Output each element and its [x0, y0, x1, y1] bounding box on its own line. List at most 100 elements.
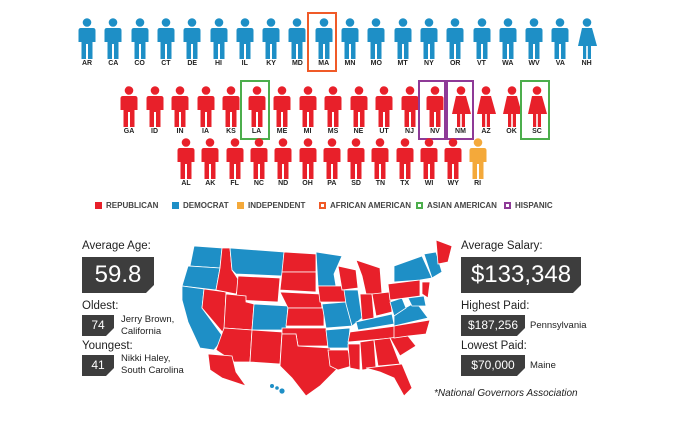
governor-figure-nm: NM: [443, 80, 474, 142]
governor-figure-ca: CA: [102, 18, 124, 74]
governor-figure-sd: SD: [345, 138, 367, 194]
governor-figure-ia: IA: [195, 86, 217, 142]
governor-figure-az: AZ: [475, 86, 497, 142]
highlight-box-asian-american: [520, 80, 550, 140]
state-label: RI: [474, 180, 482, 187]
map-florida: [365, 363, 413, 397]
state-label: ME: [276, 128, 288, 135]
map-minnesota: [315, 251, 343, 287]
male-person-icon: [248, 86, 265, 127]
male-person-icon: [177, 138, 195, 179]
male-person-icon: [371, 138, 389, 179]
legend-label: DEMOCRAT: [183, 201, 229, 210]
male-person-icon: [375, 86, 393, 127]
governor-figures: AR CA CO CT DE HI IL KY MD MA MN MO MT NY OR VT WA WV VA NH…: [0, 0, 673, 195]
male-person-icon: [197, 86, 214, 127]
female-person-icon: [577, 18, 597, 59]
map-wisconsin: [337, 265, 359, 291]
average-salary-box: $133,348: [461, 257, 581, 293]
oldest-label: Oldest:: [82, 300, 119, 312]
governor-figure-wy: WY: [442, 138, 464, 194]
male-person-icon: [146, 86, 163, 127]
governor-figure-mo: MO: [365, 18, 387, 74]
state-label: OR: [449, 60, 461, 67]
state-label: TN: [375, 180, 386, 187]
female-person-icon: [502, 86, 522, 127]
state-label: IL: [241, 60, 248, 67]
state-label: VA: [555, 60, 565, 67]
highlight-box-asian-american: [239, 80, 270, 140]
us-map: [181, 239, 453, 397]
legend-swatch: [237, 202, 244, 209]
governor-figure-mn: MN: [339, 18, 361, 74]
governor-figure-nj: NJ: [399, 86, 421, 142]
legend: REPUBLICAN DEMOCRAT INDEPENDENT AFRICAN AME…: [95, 201, 575, 213]
governor-figure-ma: MA: [306, 12, 337, 74]
male-person-icon: [299, 138, 316, 179]
map-kansas: [285, 307, 325, 327]
legend-label: INDEPENDENT: [248, 201, 306, 210]
state-label: MT: [397, 60, 408, 67]
governor-figure-nh: NH: [576, 18, 598, 74]
map-montana: [229, 247, 285, 277]
legend-swatch: [319, 202, 326, 209]
female-person-icon: [451, 86, 471, 127]
governor-figure-mi: MI: [297, 86, 319, 142]
highest-paid-label: Highest Paid:: [461, 300, 530, 312]
map-pennsylvania: [387, 279, 421, 301]
legend-swatch: [172, 202, 179, 209]
state-label: NJ: [405, 128, 414, 135]
male-person-icon: [299, 86, 316, 127]
legend-item-hispanic: HISPANIC: [504, 201, 553, 211]
legend-label: ASIAN AMERICAN: [427, 201, 497, 210]
legend-swatch: [504, 202, 511, 209]
male-person-icon: [551, 18, 569, 59]
legend-label: HISPANIC: [515, 201, 553, 210]
governor-figure-ak: AK: [199, 138, 221, 194]
state-label: CT: [161, 60, 171, 67]
legend-item-independent: INDEPENDENT: [237, 201, 305, 211]
map-maine: [435, 239, 453, 265]
state-label: AK: [205, 180, 216, 187]
state-label: WI: [424, 180, 434, 187]
male-person-icon: [226, 138, 244, 179]
state-label: LA: [251, 128, 262, 135]
governor-figure-ut: UT: [373, 86, 395, 142]
legend-item-african-american: AFRICAN AMERICAN: [319, 201, 411, 211]
map-new-jersey: [421, 281, 431, 299]
lowest-paid-value: $70,000: [471, 358, 515, 372]
oldest-name: Jerry Brown, California: [121, 314, 175, 337]
state-label: NV: [430, 128, 440, 135]
map-north-dakota: [281, 251, 317, 273]
map-indiana: [359, 293, 375, 321]
average-salary-label: Average Salary:: [461, 240, 543, 252]
governor-figure-nc: NC: [248, 138, 270, 194]
legend-swatch: [95, 202, 102, 209]
legend-item-asian-american: ASIAN AMERICAN: [416, 201, 497, 211]
map-louisiana: [327, 349, 353, 371]
map-alaska: [207, 353, 248, 387]
male-person-icon: [525, 18, 543, 59]
male-person-icon: [288, 18, 306, 59]
state-label: OK: [506, 128, 517, 135]
map-maryland-delaware: [407, 295, 427, 307]
governor-figure-ne: NE: [348, 86, 370, 142]
highest-paid-state: Pennsylvania: [530, 320, 587, 331]
governor-figure-tn: TN: [369, 138, 391, 194]
state-label: FL: [230, 180, 239, 187]
oldest-value: 74: [91, 318, 105, 332]
average-age-box: 59.8: [82, 257, 154, 293]
governor-figure-wv: WV: [523, 18, 545, 74]
map-hawaii: [270, 384, 285, 394]
governor-figure-nd: ND: [272, 138, 294, 194]
governor-figure-hi: HI: [208, 18, 230, 74]
governor-figure-fl: FL: [224, 138, 246, 194]
oldest-box: 74: [82, 315, 114, 336]
state-label: NY: [424, 60, 434, 67]
male-person-icon: [315, 18, 333, 59]
male-person-icon: [341, 18, 359, 59]
state-label: MN: [344, 60, 356, 67]
male-person-icon: [274, 138, 292, 179]
state-label: IA: [202, 128, 209, 135]
state-label: MA: [318, 60, 330, 67]
